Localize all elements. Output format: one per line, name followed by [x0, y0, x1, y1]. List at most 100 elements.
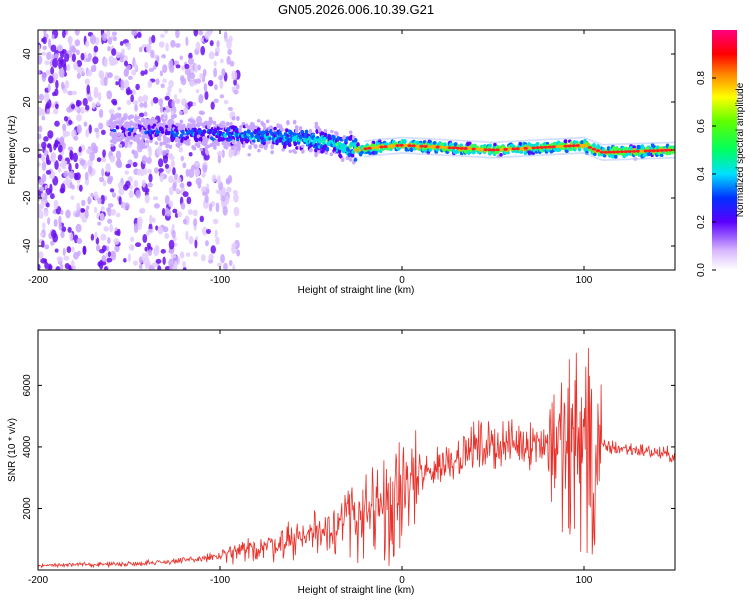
x-tick-label: 100 — [576, 575, 593, 586]
noise-blob — [100, 129, 106, 136]
noise-blob — [78, 146, 82, 153]
noise-blob — [54, 160, 59, 170]
noise-blob — [76, 202, 81, 212]
noise-blob — [38, 106, 43, 116]
noise-blob — [182, 266, 187, 270]
ridge-core — [523, 146, 528, 150]
ridge-halo — [535, 154, 540, 157]
noise-blob — [98, 176, 105, 183]
noise-blob — [165, 209, 172, 217]
noise-blob — [72, 152, 78, 163]
ridge-halo — [642, 142, 646, 145]
noise-blob — [38, 143, 42, 150]
noise-blob — [38, 196, 42, 201]
ridge-cell — [117, 106, 121, 111]
noise-blob — [198, 110, 205, 115]
noise-blob — [68, 42, 73, 47]
noise-blob — [207, 79, 214, 87]
ridge-cell — [265, 119, 270, 124]
noise-blob — [145, 251, 150, 258]
noise-blob — [152, 96, 159, 104]
noise-blob — [201, 226, 208, 236]
noise-blob — [47, 217, 51, 225]
ridge-cell — [288, 149, 293, 154]
noise-blob — [38, 44, 41, 54]
noise-blob — [82, 245, 87, 255]
noise-blob — [108, 108, 115, 115]
ridge-halo — [500, 140, 504, 143]
noise-blob — [75, 172, 81, 181]
noise-blob — [76, 100, 82, 107]
ridge-halo — [451, 154, 455, 157]
noise-blob — [160, 248, 166, 254]
ridge-core — [623, 150, 629, 154]
ridge-halo — [391, 137, 395, 140]
ridge-halo — [429, 138, 433, 141]
ridge-cell — [614, 154, 618, 159]
noise-blob — [62, 247, 66, 257]
ridge-halo — [424, 137, 428, 140]
noise-blob — [69, 150, 74, 161]
ridge-cell — [141, 117, 145, 123]
noise-blob — [84, 171, 89, 181]
noise-blob — [45, 102, 50, 109]
ridge-cell — [161, 119, 166, 123]
noise-blob — [174, 212, 179, 218]
noise-blob — [111, 48, 117, 56]
noise-blob — [109, 223, 114, 233]
noise-blob — [51, 34, 55, 40]
noise-blob — [53, 72, 58, 81]
ridge-core — [571, 144, 577, 148]
noise-blob — [148, 67, 155, 73]
noise-blob — [130, 236, 135, 243]
noise-blob — [159, 70, 164, 77]
ridge-halo — [593, 156, 597, 159]
noise-blob — [201, 172, 206, 178]
ridge-cell — [264, 144, 269, 148]
ridge-halo — [448, 154, 452, 157]
ridge-halo — [394, 152, 398, 155]
ridge-cell — [317, 127, 322, 133]
ridge-halo — [519, 139, 523, 142]
ridge-core — [583, 144, 589, 148]
noise-blob — [79, 159, 86, 166]
noise-blob — [48, 75, 54, 84]
noise-blob — [38, 162, 41, 167]
noise-blob — [203, 82, 208, 93]
noise-blob — [138, 112, 145, 118]
noise-blob — [187, 57, 195, 65]
ridge-cell — [154, 141, 159, 145]
noise-blob — [233, 206, 240, 217]
ridge-halo — [527, 154, 532, 157]
ridge-cell — [112, 115, 117, 121]
ridge-core — [531, 146, 536, 150]
noise-blob — [202, 68, 207, 77]
ridge-halo — [366, 139, 370, 142]
noise-blob — [213, 67, 218, 78]
ridge-halo — [546, 138, 551, 141]
noise-blob — [63, 255, 70, 261]
noise-blob — [44, 244, 50, 250]
noise-blob — [227, 48, 232, 56]
ridge-halo — [672, 141, 675, 144]
ridge-cell — [129, 114, 134, 119]
noise-blob — [195, 236, 199, 241]
noise-blob — [188, 52, 193, 60]
ridge-halo — [418, 137, 422, 140]
ridge-halo — [525, 139, 529, 142]
ridge-halo — [402, 136, 406, 139]
ridge-halo — [462, 155, 466, 158]
noise-blob — [168, 239, 175, 250]
ridge-core — [547, 145, 552, 149]
noise-blob — [194, 168, 201, 177]
noise-blob — [92, 56, 99, 65]
noise-blob — [106, 177, 113, 185]
ridge-cell — [131, 149, 136, 155]
noise-blob — [101, 245, 107, 252]
noise-blob — [47, 38, 52, 48]
ridge-cell — [270, 150, 274, 155]
ridge-halo — [383, 153, 387, 156]
noise-blob — [107, 251, 112, 258]
ridge-cell — [298, 135, 303, 140]
ridge-halo — [475, 155, 480, 158]
